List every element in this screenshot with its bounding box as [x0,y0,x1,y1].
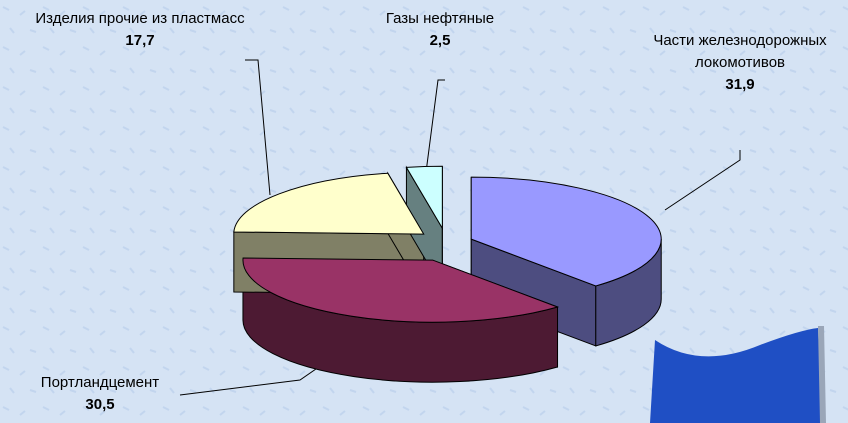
label: Части железнодорожных локомотивов 31,9 [640,30,840,96]
label: Изделия прочие из пластмасс 17,7 [30,8,250,52]
category-label: Части железнодорожных локомотивов [640,30,840,74]
page: Части железнодорожных локомотивов 31,9 П… [0,0,848,423]
label: Портландцемент 30,5 [0,372,200,416]
category-label: Изделия прочие из пластмасс [30,8,250,30]
label: Газы нефтяные 2,5 [340,8,540,52]
value-label: 2,5 [340,30,540,52]
category-label: Портландцемент [0,372,200,394]
value-label: 17,7 [30,30,250,52]
value-label: 30,5 [0,394,200,416]
value-label: 31,9 [640,74,840,96]
category-label: Газы нефтяные [340,8,540,30]
